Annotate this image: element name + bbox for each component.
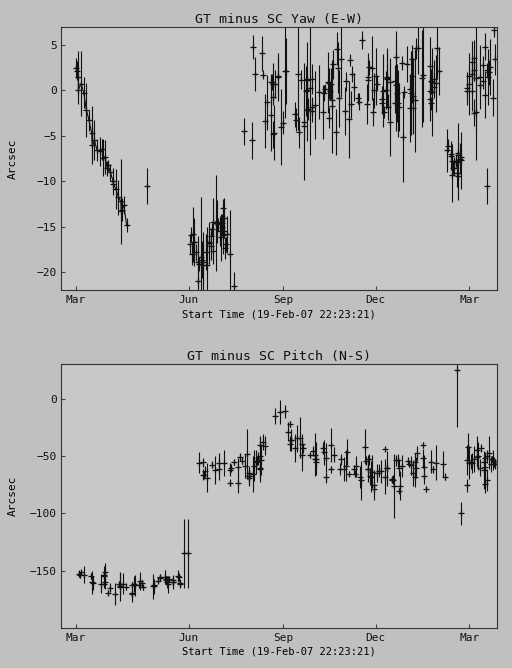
Y-axis label: Arcsec: Arcsec	[8, 138, 18, 179]
Title: GT minus SC Pitch (N-S): GT minus SC Pitch (N-S)	[187, 350, 371, 363]
X-axis label: Start Time (19-Feb-07 22:23:21): Start Time (19-Feb-07 22:23:21)	[182, 647, 376, 657]
Title: GT minus SC Yaw (E-W): GT minus SC Yaw (E-W)	[195, 13, 363, 25]
X-axis label: Start Time (19-Feb-07 22:23:21): Start Time (19-Feb-07 22:23:21)	[182, 309, 376, 319]
Y-axis label: Arcsec: Arcsec	[8, 476, 18, 516]
